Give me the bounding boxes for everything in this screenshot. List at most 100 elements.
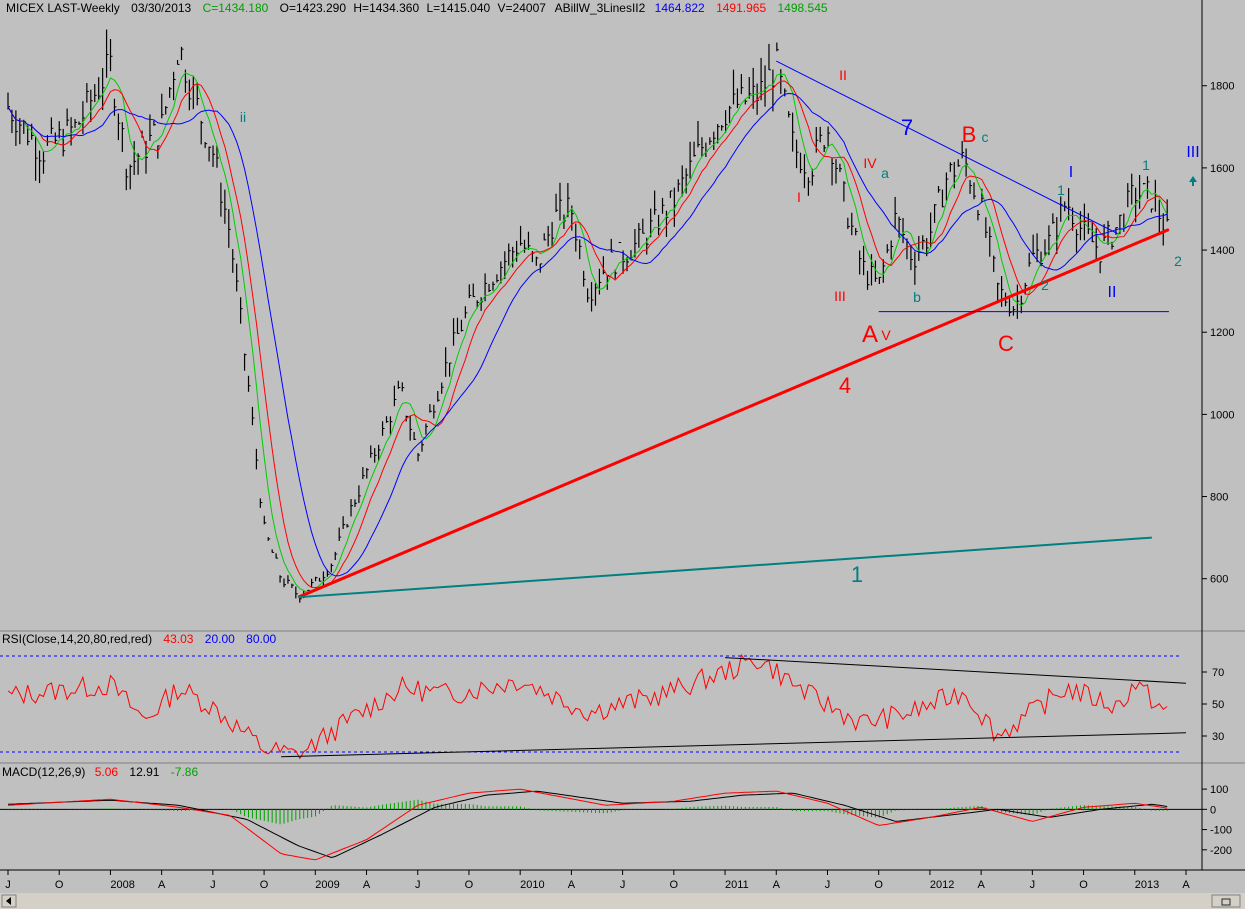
wave-label: I (1069, 164, 1073, 181)
header-close: C=1434.180 (203, 1, 269, 15)
x-tick-label: J (620, 879, 626, 891)
price-ytick-label: 1200 (1210, 327, 1234, 339)
scroll-grip-icon (1221, 898, 1231, 906)
x-tick-label: J (415, 879, 421, 891)
rsi-header: RSI(Close,14,20,80,red,red) 43.03 20.00 … (2, 632, 277, 646)
macd-line (7, 788, 1168, 861)
x-tick-label: 2013 (1135, 879, 1159, 891)
trendline-7 (776, 60, 1118, 235)
macd-ytick-label: 100 (1210, 784, 1228, 796)
wave-label: 1 (851, 562, 863, 587)
wave-label: 1 (1057, 182, 1065, 198)
x-tick-label: A (568, 879, 576, 891)
header-indicator: ABillW_3LinesII2 (555, 1, 646, 15)
x-tick-label: O (1079, 879, 1088, 891)
rsi-ytick-label: 70 (1212, 667, 1224, 679)
rsi-ytick-label: 30 (1212, 731, 1224, 743)
scroll-thumb[interactable] (1211, 894, 1241, 908)
wave-label: C (998, 331, 1014, 356)
ma-red-line (7, 80, 1168, 589)
up-arrow-icon (1189, 176, 1197, 186)
header-open: O=1423.290 (280, 1, 347, 15)
wave-label: III (834, 288, 846, 304)
rsi-ytick-label: 50 (1212, 699, 1224, 711)
wave-label: V (881, 327, 891, 343)
macd-value: 5.06 (95, 765, 119, 779)
macd-ytick-label: 0 (1210, 804, 1216, 816)
x-tick-label: O (670, 879, 679, 891)
x-tick-label: O (260, 879, 269, 891)
header-line: MICEX LAST-Weekly 03/30/2013 C=1434.180 … (6, 1, 828, 15)
macd-signal: 12.91 (129, 765, 159, 779)
rsi-value: 43.03 (163, 632, 193, 646)
x-tick-label: J (825, 879, 831, 891)
x-tick-label: J (210, 879, 216, 891)
wave-label: II (839, 67, 847, 83)
x-tick-label: 2009 (315, 879, 339, 891)
header-ma-green: 1498.545 (777, 1, 827, 15)
x-tick-label: A (158, 879, 166, 891)
rsi-trendline-upper (725, 657, 1187, 684)
header-volume: V=24007 (498, 1, 547, 15)
wave-label: ii (240, 109, 246, 125)
rsi-line (7, 653, 1168, 760)
x-tick-label: 2008 (110, 879, 134, 891)
rsi-high: 80.00 (246, 632, 276, 646)
price-ytick-label: 600 (1210, 574, 1228, 586)
x-tick-label: O (55, 879, 64, 891)
wave-label: III (1186, 144, 1199, 161)
price-ytick-label: 1800 (1210, 81, 1234, 93)
wave-label: A (862, 321, 878, 348)
x-tick-label: J (1030, 879, 1036, 891)
trendline-1 (298, 536, 1152, 599)
header-date: 03/30/2013 (131, 1, 191, 15)
x-axis: J O 2008 A J O 2009 A J O 2010 A J O 2011 A J O 2012 A J O 201… (5, 870, 1190, 891)
wave-label: c (982, 129, 989, 145)
wave-label: 1 (1142, 157, 1150, 173)
wave-label: 2 (1041, 277, 1049, 293)
x-tick-label: 2010 (520, 879, 544, 891)
x-tick-label: A (363, 879, 371, 891)
macd-ytick-label: -100 (1210, 825, 1232, 837)
x-tick-label: A (977, 879, 985, 891)
wave-label: b (913, 289, 921, 305)
wave-label: 2 (1174, 253, 1182, 269)
x-tick-label: A (1182, 879, 1190, 891)
macd-panel: -200 -100 0 100 (0, 784, 1232, 861)
horizontal-scrollbar[interactable] (0, 893, 1245, 909)
price-ytick-label: 800 (1210, 492, 1228, 504)
header-ma-blue: 1464.822 (655, 1, 705, 15)
ma-blue-line (7, 92, 1168, 577)
wave-label: B (962, 122, 977, 147)
header-low: L=1415.040 (426, 1, 490, 15)
symbol-title: MICEX LAST-Weekly (6, 1, 120, 15)
rsi-label: RSI(Close,14,20,80,red,red) (2, 632, 152, 646)
macd-ytick-label: -200 (1210, 845, 1232, 857)
wave-label: 7 (901, 115, 913, 140)
wave-label: II (1108, 284, 1117, 301)
ma-green-line (7, 72, 1168, 593)
rsi-trendline-lower (281, 732, 1187, 758)
macd-header: MACD(12,26,9) 5.06 12.91 -7.86 (2, 765, 198, 779)
macd-hist: -7.86 (171, 765, 199, 779)
price-ytick-label: 1000 (1210, 409, 1234, 421)
x-tick-label: A (773, 879, 781, 891)
trendline-4 (297, 228, 1170, 599)
header-ma-red: 1491.965 (716, 1, 766, 15)
macd-signal-line (7, 790, 1168, 859)
x-tick-label: O (465, 879, 474, 891)
wave-label: 4 (839, 373, 851, 398)
wave-label: a (881, 165, 889, 181)
price-ytick-label: 1600 (1210, 163, 1234, 175)
scroll-left-arrow-icon (6, 897, 11, 905)
rsi-low: 20.00 (205, 632, 235, 646)
x-tick-label: O (874, 879, 883, 891)
rsi-panel: 30 50 70 (0, 653, 1224, 760)
macd-label: MACD(12,26,9) (2, 765, 85, 779)
price-ytick-label: 1400 (1210, 245, 1234, 257)
header-high: H=1434.360 (353, 1, 419, 15)
x-tick-label: 2012 (930, 879, 954, 891)
